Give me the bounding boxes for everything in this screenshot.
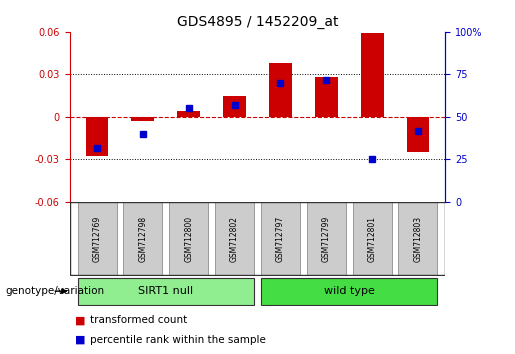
Text: transformed count: transformed count — [90, 315, 187, 325]
Text: genotype/variation: genotype/variation — [5, 286, 104, 296]
Text: SIRT1 null: SIRT1 null — [138, 286, 193, 296]
Title: GDS4895 / 1452209_at: GDS4895 / 1452209_at — [177, 16, 338, 29]
FancyBboxPatch shape — [169, 202, 208, 275]
FancyBboxPatch shape — [215, 202, 254, 275]
Text: GSM712799: GSM712799 — [322, 216, 331, 262]
Bar — [223, 96, 246, 117]
FancyBboxPatch shape — [78, 278, 254, 305]
FancyBboxPatch shape — [124, 202, 162, 275]
Text: ■: ■ — [75, 335, 85, 345]
Text: GSM712800: GSM712800 — [184, 216, 193, 262]
Text: GSM712769: GSM712769 — [93, 216, 101, 262]
FancyBboxPatch shape — [261, 202, 300, 275]
Text: wild type: wild type — [324, 286, 374, 296]
Text: GSM712803: GSM712803 — [414, 216, 422, 262]
Bar — [406, 117, 430, 152]
FancyBboxPatch shape — [307, 202, 346, 275]
Text: GSM712801: GSM712801 — [368, 216, 376, 262]
Bar — [269, 63, 292, 117]
FancyBboxPatch shape — [261, 278, 437, 305]
Bar — [85, 117, 109, 156]
Text: GSM712797: GSM712797 — [276, 216, 285, 262]
FancyBboxPatch shape — [78, 202, 116, 275]
Bar — [360, 33, 384, 117]
Text: ■: ■ — [75, 315, 85, 325]
Text: GSM712798: GSM712798 — [139, 216, 147, 262]
Text: GSM712802: GSM712802 — [230, 216, 239, 262]
Bar — [131, 117, 154, 121]
FancyBboxPatch shape — [399, 202, 437, 275]
Bar — [315, 77, 338, 117]
Text: percentile rank within the sample: percentile rank within the sample — [90, 335, 266, 345]
Bar — [177, 111, 200, 117]
FancyBboxPatch shape — [353, 202, 391, 275]
